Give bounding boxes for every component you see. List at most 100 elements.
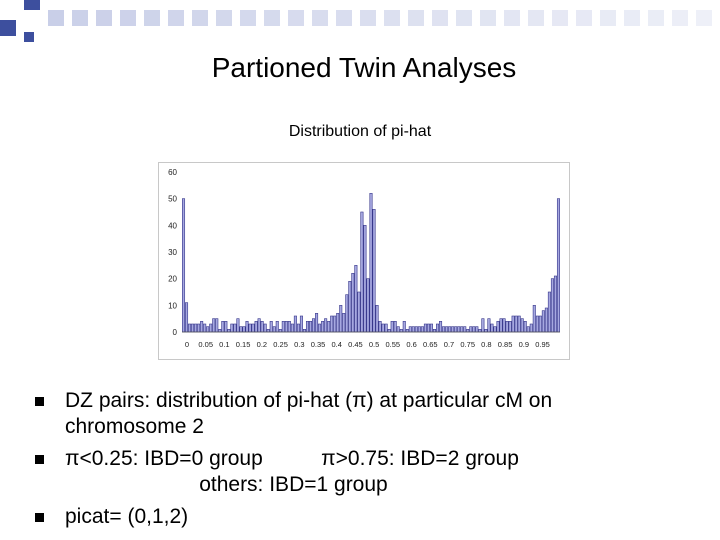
bar [327,321,331,333]
bar [345,294,349,333]
deco-square [336,10,352,26]
bar [426,323,430,333]
x-tick-label: 0.9 [519,340,529,349]
deco-square [696,10,712,26]
x-tick-label: 0.1 [219,340,229,349]
bar [330,315,334,333]
bar [242,326,246,333]
x-tick-label: 0 [185,340,189,349]
bar [287,321,291,333]
x-tick-label: 0.55 [385,340,400,349]
deco-square [480,10,496,26]
bar [239,326,243,333]
bar [523,321,527,333]
bar [309,321,313,333]
bar [511,315,515,333]
bar [372,209,376,333]
deco-square [24,0,40,10]
x-tick-label: 0.3 [294,340,304,349]
bar [505,321,509,333]
bar [218,329,222,333]
bar [227,329,231,333]
bar [348,281,352,333]
x-tick-label: 0.15 [236,340,251,349]
deco-square [192,10,208,26]
bar [417,326,421,333]
bar [369,193,373,333]
bar [547,291,551,333]
bar [363,225,367,333]
bar [396,326,400,333]
bar [266,329,270,333]
x-tick-label: 0.35 [311,340,326,349]
bar [384,323,388,333]
bullet-line: DZ pairs: distribution of pi-hat (π) at … [65,389,553,412]
deco-square [264,10,280,26]
bar [538,315,542,333]
x-tick-label: 0.25 [273,340,288,349]
bar [432,329,437,333]
bar [532,305,536,333]
deco-square [552,10,568,26]
bar [278,329,282,333]
bar [305,321,309,333]
bar [535,315,539,333]
bar [472,326,476,333]
bar [360,211,364,333]
deco-square [648,10,664,26]
deco-square [576,10,592,26]
bar [541,310,545,333]
x-tick-label: 0.85 [498,340,513,349]
bar [411,326,415,333]
y-tick-label: 60 [168,168,177,177]
bar [299,315,303,333]
bar [318,323,322,333]
y-tick-label: 20 [168,275,177,284]
bullet-square-icon [35,455,44,464]
bar [366,278,370,333]
bar [517,315,521,333]
bullet-line: π<0.25: IBD=0 group π>0.75: IBD=2 group [65,447,519,470]
bar [296,323,300,333]
deco-square [0,20,16,36]
deco-square [672,10,688,26]
bullet-square-icon [35,513,44,522]
bar [556,198,560,333]
bar [284,321,288,333]
deco-square-row [48,10,712,26]
bar [490,323,494,333]
bullet-square-icon [35,397,44,406]
y-tick-label: 10 [168,301,177,310]
bar [514,315,518,333]
bar [191,323,195,333]
deco-square [528,10,544,26]
bar [275,321,279,333]
bar [272,326,276,333]
bar [194,323,198,333]
bar [185,302,189,333]
x-tick-label: 0.65 [423,340,438,349]
bar [351,273,355,333]
bar [260,321,264,333]
bar [339,305,343,333]
deco-square [408,10,424,26]
bar [233,323,237,333]
bar [508,321,512,333]
bar [439,321,443,333]
bar [454,326,458,333]
x-tick-label: 0.95 [535,340,550,349]
x-tick-label: 0.45 [348,340,363,349]
bar [230,323,234,333]
deco-square [144,10,160,26]
bar [487,318,491,333]
deco-square [360,10,376,26]
bar [451,326,455,333]
bar [324,318,328,333]
deco-square [96,10,112,26]
bar [254,321,258,333]
deco-square [600,10,616,26]
bar [550,278,554,333]
bar [200,321,204,333]
y-tick-label: 0 [173,328,178,337]
bar [302,329,306,333]
